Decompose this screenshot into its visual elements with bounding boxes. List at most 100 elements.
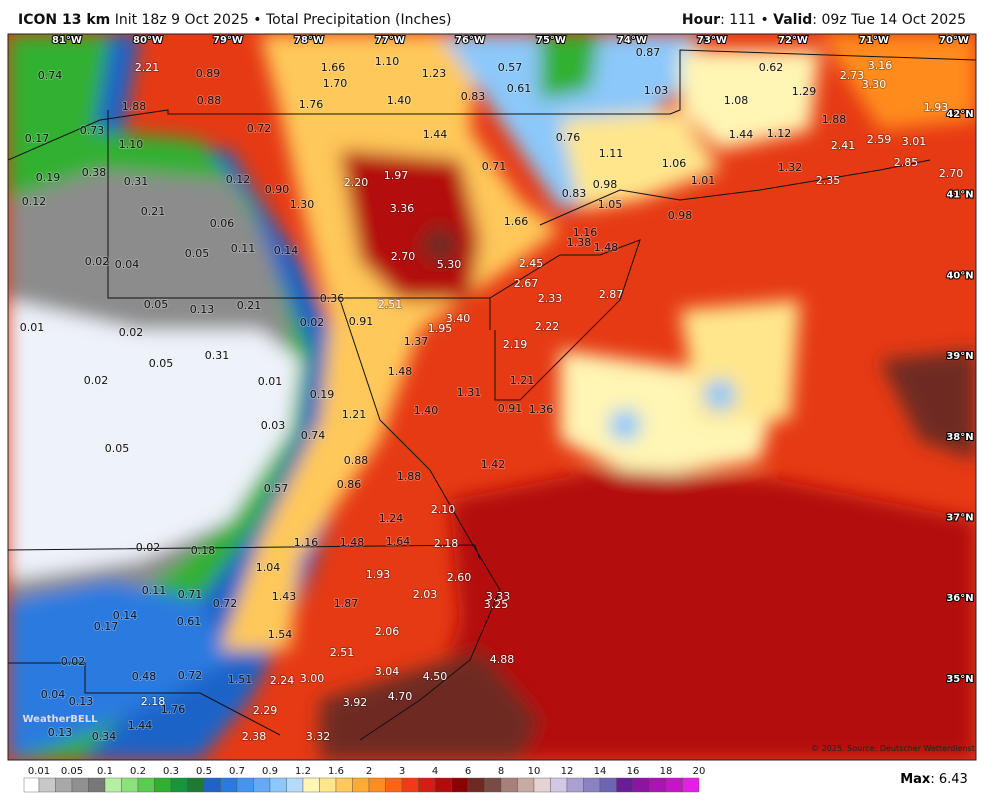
lon-label: 78°W [294,35,324,46]
legend-swatch [269,777,287,793]
precip-value: 1.06 [662,157,687,170]
precip-value: 0.05 [144,298,169,311]
precip-value: 1.66 [504,215,529,228]
precip-value: 0.02 [61,655,86,668]
legend-swatch [385,777,403,793]
hour-label: Hour [681,12,721,28]
precip-value: 0.19 [36,171,61,184]
precip-value: 1.31 [457,386,482,399]
header-left: ICON 13 km Init 18z 9 Oct 2025 • Total P… [18,12,451,28]
precip-value: 1.40 [414,404,439,417]
precip-value: 0.62 [759,61,784,74]
precip-value: 4.88 [490,653,515,666]
precip-value: 0.18 [191,544,216,557]
legend-tick: 0.2 [130,766,146,777]
precip-value: 2.51 [330,646,355,659]
legend-tick: 20 [693,766,706,777]
lat-label: 40°N [946,270,973,281]
legend-swatch [170,777,188,793]
legend-swatch [550,777,568,793]
field: Total Precipitation (Inches) [265,12,452,28]
legend-swatch [121,777,139,793]
legend-swatch [533,777,551,793]
precip-value: 0.19 [310,388,335,401]
precip-value: 1.48 [594,241,619,254]
legend-swatch [682,777,700,793]
legend-swatch [632,777,650,793]
precip-value: 0.05 [185,247,210,260]
precip-value: 1.95 [428,322,453,335]
precip-value: 0.12 [22,195,47,208]
precip-value: 0.12 [226,173,251,186]
precip-value: 0.06 [210,217,235,230]
precip-value: 2.60 [447,571,472,584]
max: Max: 6.43 [900,772,968,787]
legend-swatch [352,777,370,793]
precip-value: 1.03 [644,84,669,97]
precip-value: 0.04 [115,258,140,271]
precip-value: 1.37 [404,335,429,348]
precip-value: 1.97 [384,169,409,182]
precip-value: 2.06 [375,625,400,638]
legend-swatch [517,777,535,793]
precip-value: 2.38 [242,730,267,743]
precip-value: 0.02 [300,316,325,329]
precip-value: 1.48 [340,536,365,549]
precip-value: 1.32 [778,161,803,174]
precip-value: 0.57 [498,61,523,74]
precip-value: 3.25 [484,598,509,611]
precip-value: 0.89 [196,67,221,80]
precip-value: 0.21 [237,299,262,312]
precip-value: 2.59 [867,133,892,146]
init: Init 18z 9 Oct 2025 [114,12,249,28]
precip-value: 3.00 [300,672,325,685]
legend-swatch [451,777,469,793]
legend-swatch [302,777,320,793]
precip-value: 0.11 [142,584,167,597]
precip-value: 1.44 [423,128,448,141]
bullet: • [760,12,769,28]
precip-value: 1.42 [481,458,506,471]
precip-value: 1.76 [161,703,186,716]
precip-value: 0.88 [344,454,369,467]
max-value: : 6.43 [930,772,967,787]
precip-value: 0.61 [507,82,532,95]
precip-value: 1.64 [386,535,411,548]
precip-value: 1.08 [724,94,749,107]
precip-value: 0.17 [25,132,50,145]
precip-value: 2.33 [538,292,563,305]
legend-tick: 12 [561,766,574,777]
precip-value: 0.98 [593,178,618,191]
precip-value: 1.04 [256,561,281,574]
legend-swatch [599,777,617,793]
precip-value: 0.57 [264,482,289,495]
precip-value: 0.03 [261,419,286,432]
precip-value: 1.54 [268,628,293,641]
borders [8,49,976,741]
legend-tick: 4 [432,766,438,777]
precip-value: 2.19 [503,338,528,351]
lon-label: 75°W [536,35,566,46]
precip-value: 1.93 [366,568,391,581]
precip-value: 1.29 [792,85,817,98]
precip-value: 2.67 [514,277,539,290]
valid-label: Valid [773,12,813,28]
legend-swatch [500,777,518,793]
precip-value: 2.20 [344,176,369,189]
lat-label: 36°N [946,593,973,604]
precip-value: 1.21 [342,408,367,421]
precip-value: 2.10 [431,503,456,516]
precip-value: 3.40 [446,312,471,325]
precip-value: 0.17 [94,620,119,633]
precip-value: 0.13 [190,303,215,316]
lon-label: 80°W [133,35,163,46]
precip-value: 0.31 [124,175,149,188]
precip-value: 3.33 [486,590,511,603]
precip-value: 0.91 [498,402,523,415]
precip-value: 0.34 [92,730,117,743]
valid: : 09z Tue 14 Oct 2025 [812,12,966,28]
map-frame [7,33,977,761]
legend-tick: 0.05 [61,766,83,777]
precip-value: 0.98 [668,209,693,222]
precip-value: 3.01 [902,135,927,148]
